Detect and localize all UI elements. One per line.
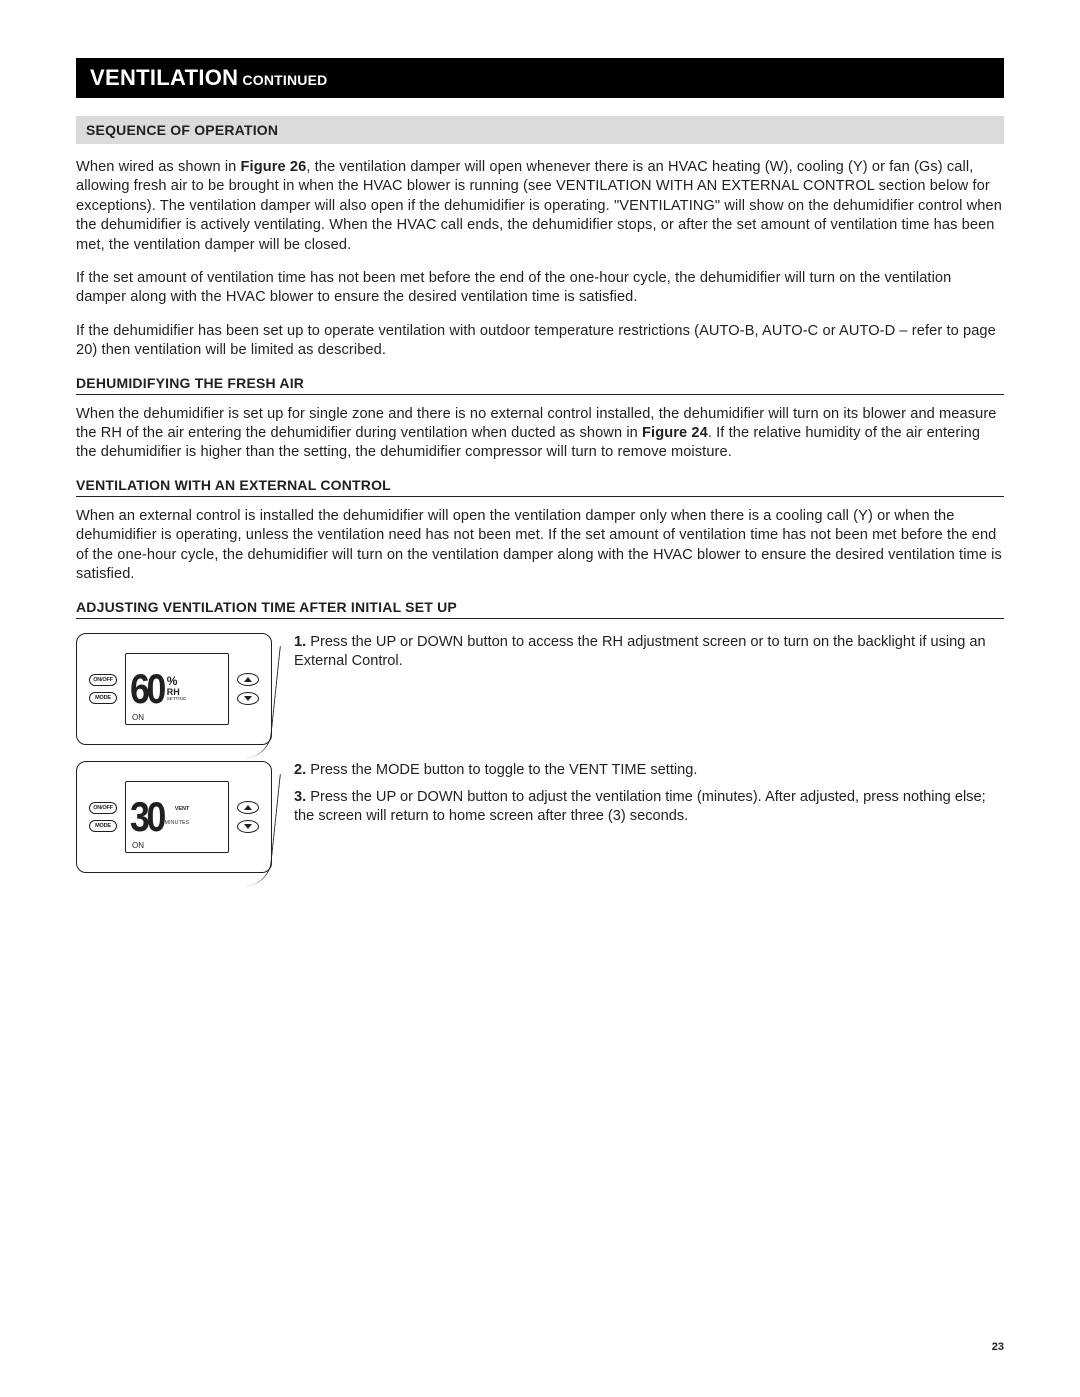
device-arrow-buttons-2 (237, 801, 259, 833)
up-button (237, 673, 259, 686)
lcd-screen-2: 30 VENT MINUTES ON (125, 781, 229, 853)
step-23-text: 2. Press the MODE button to toggle to th… (294, 761, 1004, 835)
page-number: 23 (992, 1341, 1004, 1353)
mode-button: MODE (89, 692, 117, 704)
seq-p1: When wired as shown in Figure 26, the ve… (76, 158, 1004, 255)
ext-p1: When an external control is installed th… (76, 507, 1004, 585)
step-2-body: Press the MODE button to toggle to the V… (306, 762, 697, 778)
step-2-row: ON/OFF MODE 30 VENT MINUTES ON 2. (76, 761, 1004, 873)
lcd-value-1: 60 (130, 668, 163, 710)
device-illustration-1: ON/OFF MODE 60 % RH SETTING ON (76, 633, 272, 745)
mode-button-2: MODE (89, 820, 117, 832)
seq-p2: If the set amount of ventilation time ha… (76, 269, 1004, 308)
dehum-p1-figure: Figure 24 (642, 425, 708, 441)
section-external-title: VENTILATION WITH AN EXTERNAL CONTROL (76, 477, 1004, 497)
lcd-meta-1: % RH SETTING (167, 675, 187, 702)
section-dehum-title: DEHUMIDIFYING THE FRESH AIR (76, 375, 1004, 395)
up-icon (244, 677, 252, 682)
lcd-on-2: ON (132, 841, 144, 850)
onoff-button-2: ON/OFF (89, 802, 117, 814)
banner-title: VENTILATION (90, 65, 238, 90)
seq-p1a: When wired as shown in (76, 159, 241, 175)
down-icon (244, 696, 252, 701)
banner-subtitle: CONTINUED (238, 72, 327, 88)
device-left-buttons-2: ON/OFF MODE (89, 802, 117, 832)
step-2-num: 2. (294, 762, 306, 778)
seq-p1-figure: Figure 26 (241, 159, 307, 175)
step-1-body: Press the UP or DOWN button to access th… (294, 634, 986, 669)
down-icon-2 (244, 824, 252, 829)
lcd-value-2: 30 (130, 796, 163, 838)
lcd-vent: VENT (175, 807, 190, 813)
onoff-button: ON/OFF (89, 674, 117, 686)
up-button-2 (237, 801, 259, 814)
steps-region: ON/OFF MODE 60 % RH SETTING ON (76, 633, 1004, 873)
lcd-screen-1: 60 % RH SETTING ON (125, 653, 229, 725)
lcd-minutes: MINUTES (165, 821, 190, 826)
lcd-percent: % (167, 675, 187, 687)
section-sequence-title: SEQUENCE OF OPERATION (76, 116, 1004, 144)
step-1-num: 1. (294, 634, 306, 650)
down-button-2 (237, 820, 259, 833)
step-3-num: 3. (294, 789, 306, 805)
up-icon-2 (244, 805, 252, 810)
section-adjust-title: ADJUSTING VENTILATION TIME AFTER INITIAL… (76, 599, 1004, 619)
step-1-row: ON/OFF MODE 60 % RH SETTING ON (76, 633, 1004, 745)
lcd-on-1: ON (132, 713, 144, 722)
lcd-setting: SETTING (167, 697, 187, 702)
seq-p3: If the dehumidifier has been set up to o… (76, 322, 1004, 361)
dehum-p1: When the dehumidifier is set up for sing… (76, 405, 1004, 463)
device-illustration-2: ON/OFF MODE 30 VENT MINUTES ON (76, 761, 272, 873)
step-1-text: 1. Press the UP or DOWN button to access… (294, 633, 1004, 680)
step-3-body: Press the UP or DOWN button to adjust th… (294, 789, 986, 824)
page-banner: VENTILATION CONTINUED (76, 58, 1004, 98)
device-left-buttons: ON/OFF MODE (89, 674, 117, 704)
lcd-meta-2: VENT MINUTES (167, 807, 190, 826)
device-arrow-buttons-1 (237, 673, 259, 705)
down-button (237, 692, 259, 705)
